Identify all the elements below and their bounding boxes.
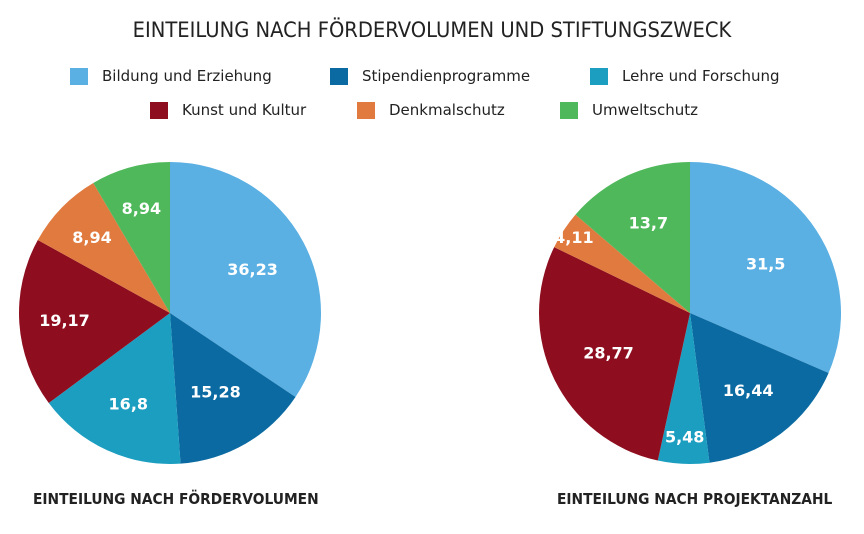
pie-slice-denkmal: [37, 182, 171, 313]
pie-slice-stipendien: [690, 313, 829, 463]
slice-label-stipendien: 16,44: [723, 381, 774, 400]
pie-chart-foerdervolumen: 36,23 15,28 16,8 19,17 8,94 8,94: [18, 162, 321, 464]
slice-label-lehre: 16,8: [109, 395, 148, 414]
legend-item-umwelt: Umweltschutz: [560, 99, 698, 121]
caption-projektanzahl: EINTEILUNG NACH PROJEKTANZAHL: [557, 490, 833, 508]
pie-chart-projektanzahl: 31,5 16,44 5,48 28,77 4,11 13,7: [538, 162, 841, 465]
legend-label-kunst: Kunst und Kultur: [182, 101, 307, 119]
slice-label-bildung: 31,5: [746, 254, 785, 273]
pie-slice-umwelt: [93, 162, 170, 313]
legend-swatch-stipendien: [330, 67, 348, 85]
slice-label-stipendien: 15,28: [190, 382, 241, 401]
caption-foerdervolumen: EINTEILUNG NACH FÖRDERVOLUMEN: [33, 490, 319, 508]
legend-label-denkmal: Denkmalschutz: [389, 101, 505, 119]
pie-slice-lehre: [48, 313, 181, 464]
pie-slice-umwelt: [575, 162, 690, 313]
pie-slice-denkmal: [554, 214, 690, 313]
legend-item-lehre: Lehre und Forschung: [590, 65, 780, 87]
pie-slice-kunst: [538, 247, 690, 461]
legend-label-umwelt: Umweltschutz: [592, 101, 698, 119]
slice-label-denkmal: 8,94: [72, 228, 111, 247]
pie-slice-kunst: [18, 240, 171, 404]
slice-label-umwelt: 13,7: [629, 213, 668, 232]
legend-item-kunst: Kunst und Kultur: [150, 99, 306, 121]
pie-slice-bildung: [690, 162, 841, 373]
legend-label-bildung: Bildung und Erziehung: [102, 67, 272, 85]
legend-label-stipendien: Stipendienprogramme: [362, 67, 531, 85]
slice-label-kunst: 28,77: [583, 344, 634, 363]
legend-swatch-umwelt: [560, 101, 578, 119]
slice-label-kunst: 19,17: [39, 311, 90, 330]
slice-label-lehre: 5,48: [665, 428, 704, 447]
slice-label-denkmal: 4,11: [554, 228, 593, 247]
legend-item-bildung: Bildung und Erziehung: [70, 65, 272, 87]
legend-swatch-bildung: [70, 67, 88, 85]
legend-label-lehre: Lehre und Forschung: [622, 67, 780, 85]
legend-swatch-denkmal: [357, 101, 375, 119]
slice-label-bildung: 36,23: [227, 260, 278, 279]
pie-slice-stipendien: [170, 313, 296, 464]
legend-item-stipendien: Stipendienprogramme: [330, 65, 530, 87]
pie-slice-bildung: [170, 162, 321, 397]
pie-slice-lehre: [657, 313, 710, 465]
legend-item-denkmal: Denkmalschutz: [357, 99, 505, 121]
legend-swatch-kunst: [150, 101, 168, 119]
legend-swatch-lehre: [590, 67, 608, 85]
chart-title: EINTEILUNG NACH FÖRDERVOLUMEN UND STIFTU…: [132, 18, 732, 42]
slice-label-umwelt: 8,94: [122, 199, 161, 218]
